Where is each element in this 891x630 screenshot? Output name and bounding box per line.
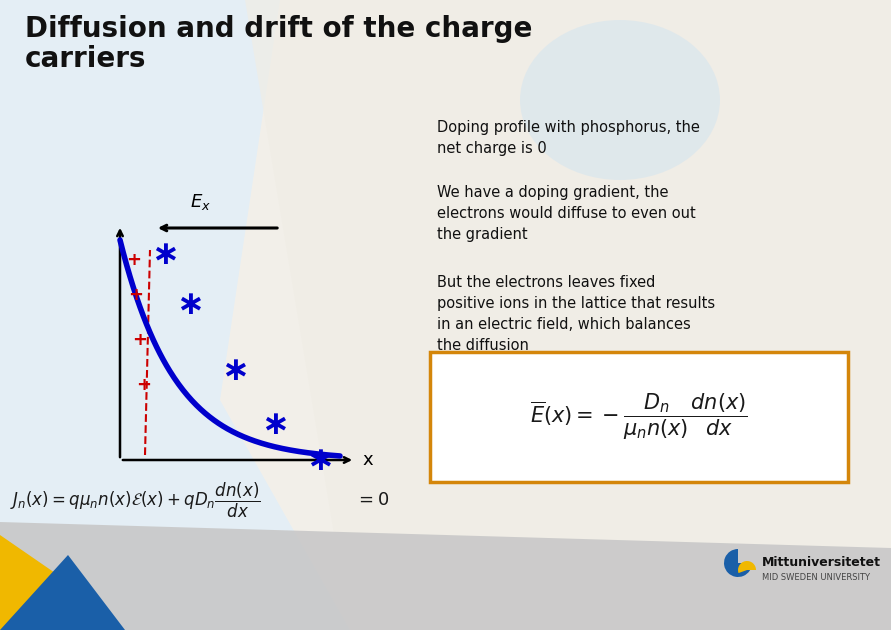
Text: ∗: ∗ [306, 444, 334, 476]
Text: ∗: ∗ [261, 408, 289, 442]
Polygon shape [0, 555, 125, 630]
Polygon shape [0, 535, 75, 630]
Text: $\overline{E}(x) = -\dfrac{D_n}{\mu_n n(x)}\dfrac{dn(x)}{dx}$: $\overline{E}(x) = -\dfrac{D_n}{\mu_n n(… [530, 392, 748, 442]
Polygon shape [220, 0, 891, 630]
Wedge shape [724, 549, 752, 577]
Text: But the electrons leaves fixed
positive ions in the lattice that results
in an e: But the electrons leaves fixed positive … [437, 275, 715, 353]
Text: +: + [128, 286, 143, 304]
Text: +: + [127, 251, 142, 269]
Text: +: + [133, 331, 148, 349]
Text: carriers: carriers [25, 45, 146, 73]
Wedge shape [738, 561, 756, 573]
Text: ∗: ∗ [221, 353, 249, 386]
Polygon shape [245, 0, 891, 630]
Text: $J_n(x) = q\mu_n n(x)\mathcal{E}(x) + qD_n\dfrac{dn(x)}{dx}$: $J_n(x) = q\mu_n n(x)\mathcal{E}(x) + qD… [10, 481, 261, 520]
Text: +: + [136, 376, 151, 394]
Text: $=0$: $=0$ [355, 491, 389, 509]
Bar [430, 352, 848, 482]
Text: $E_x$: $E_x$ [190, 192, 211, 212]
Text: Diffusion and drift of the charge: Diffusion and drift of the charge [25, 15, 533, 43]
Text: Mittuniversitetet: Mittuniversitetet [762, 556, 881, 570]
Text: ∗: ∗ [151, 239, 179, 272]
Text: Doping profile with phosphorus, the
net charge is 0: Doping profile with phosphorus, the net … [437, 120, 699, 156]
Polygon shape [0, 522, 891, 630]
Text: We have a doping gradient, the
electrons would diffuse to even out
the gradient: We have a doping gradient, the electrons… [437, 185, 696, 242]
Ellipse shape [520, 20, 720, 180]
Text: MID SWEDEN UNIVERSITY: MID SWEDEN UNIVERSITY [762, 573, 870, 583]
Text: x: x [362, 451, 372, 469]
Text: ∗: ∗ [176, 289, 204, 321]
